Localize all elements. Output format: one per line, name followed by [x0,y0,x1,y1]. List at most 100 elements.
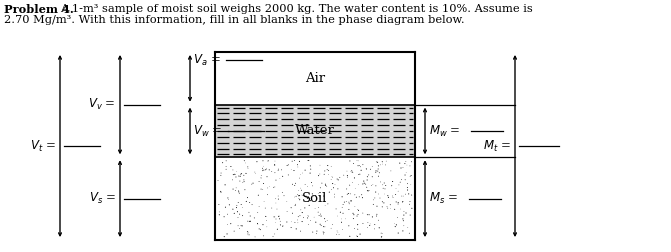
Point [348,162,359,166]
Point [256,176,266,180]
Point [329,195,340,199]
Point [314,213,325,217]
Point [260,167,271,171]
Point [313,210,323,214]
Point [393,189,403,193]
Point [326,165,337,169]
Point [379,181,390,185]
Point [244,210,254,214]
Point [391,200,401,204]
Point [375,180,386,184]
Point [236,172,247,176]
Point [270,178,281,182]
Point [358,163,368,167]
Point [286,220,297,224]
Point [377,160,388,164]
Point [400,178,411,182]
Point [241,199,252,203]
Point [319,217,330,221]
Point [342,187,352,191]
Point [293,197,304,201]
Point [324,190,335,194]
Point [287,182,298,186]
Point [396,166,407,170]
Point [328,186,339,190]
Point [233,224,244,228]
Point [405,200,415,204]
Point [230,188,241,192]
Point [352,159,362,163]
Point [306,180,317,184]
Point [345,192,356,196]
Point [237,224,248,228]
Point [293,194,304,198]
Point [224,203,235,207]
Point [367,215,378,219]
Point [221,165,231,169]
Point [362,178,372,182]
Point [231,186,242,190]
Text: $M_t$ =: $M_t$ = [483,138,511,153]
Point [236,203,246,207]
Point [307,192,318,196]
Point [274,217,285,221]
Point [258,223,268,227]
Point [387,179,398,183]
Point [282,164,293,168]
Point [342,174,353,178]
Point [366,184,376,188]
Point [227,178,238,182]
Point [228,173,239,177]
Point [381,159,392,163]
Point [319,231,329,235]
Point [302,216,313,220]
Point [287,211,298,215]
Point [368,183,378,187]
Point [349,176,360,180]
Point [403,192,414,196]
Point [275,223,286,227]
Point [333,178,344,182]
Point [291,194,301,198]
Point [374,196,385,200]
Point [360,182,371,186]
Point [407,193,417,197]
Point [380,183,391,187]
Point [402,185,413,190]
Point [382,206,393,210]
Point [266,170,277,174]
Point [242,165,253,169]
Point [290,202,301,206]
Point [293,188,304,193]
Point [242,230,253,234]
Point [327,223,338,227]
Point [348,170,358,174]
Point [387,194,398,198]
Point [371,160,382,164]
Point [269,232,280,236]
Point [268,235,278,239]
Point [398,194,409,198]
Point [290,181,301,185]
Point [215,173,226,177]
Point [307,230,318,234]
Point [322,218,333,222]
Point [344,207,354,211]
Point [289,183,300,187]
Point [270,185,280,189]
Point [253,193,264,197]
Point [297,219,307,224]
Point [243,167,254,171]
Point [300,168,311,172]
Point [289,159,300,163]
Point [305,164,316,168]
Point [377,183,388,187]
Point [365,222,376,226]
Point [319,172,329,176]
Point [290,220,301,224]
Point [297,193,307,197]
Point [257,166,268,170]
Point [231,203,242,207]
Point [240,188,250,192]
Point [334,175,345,179]
